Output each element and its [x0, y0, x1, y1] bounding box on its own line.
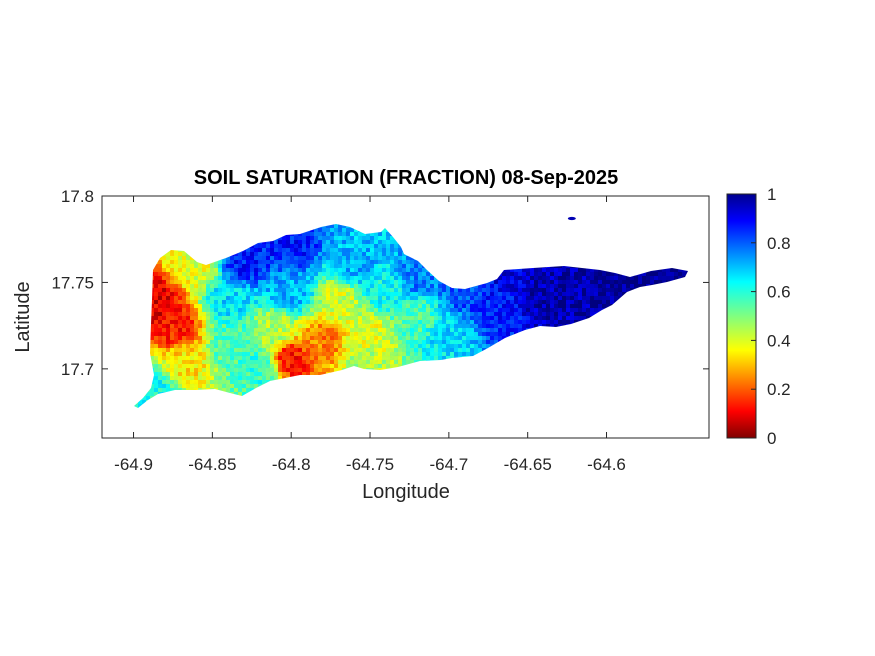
chart-title: SOIL SATURATION (FRACTION) 08-Sep-2025	[194, 167, 619, 189]
